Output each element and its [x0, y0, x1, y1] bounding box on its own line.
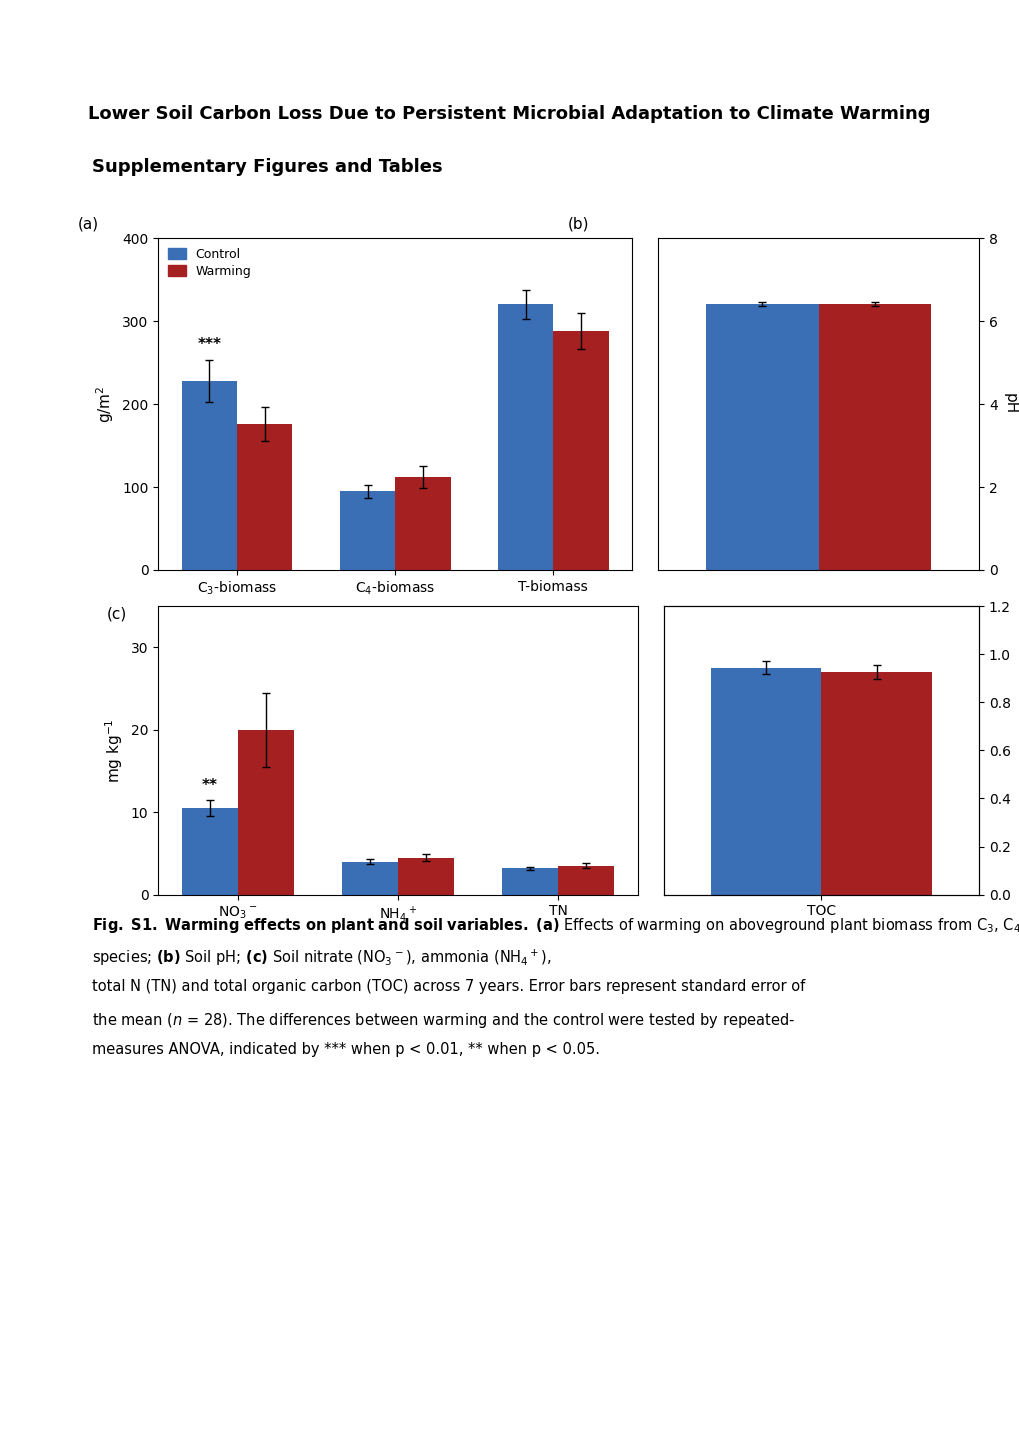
- Bar: [818, 303, 930, 570]
- Bar: [341, 861, 397, 895]
- Text: Lower Soil Carbon Loss Due to Persistent Microbial Adaptation to Climate Warming: Lower Soil Carbon Loss Due to Persistent…: [88, 105, 929, 123]
- Bar: [236, 424, 292, 570]
- Bar: [710, 668, 820, 895]
- Bar: [237, 730, 293, 895]
- Bar: [820, 672, 931, 895]
- Text: (a): (a): [77, 216, 99, 231]
- Bar: [395, 478, 450, 570]
- Bar: [339, 491, 395, 570]
- Bar: [557, 866, 613, 895]
- Bar: [552, 330, 608, 570]
- Text: Supplementary Figures and Tables: Supplementary Figures and Tables: [92, 159, 442, 176]
- Bar: [497, 304, 552, 570]
- Text: measures ANOVA, indicated by *** when p < 0.01, ** when p < 0.05.: measures ANOVA, indicated by *** when p …: [92, 1042, 599, 1058]
- Bar: [182, 808, 237, 895]
- Text: total N (TN) and total organic carbon (TOC) across 7 years. Error bars represent: total N (TN) and total organic carbon (T…: [92, 980, 804, 994]
- Legend: Control, Warming: Control, Warming: [164, 244, 255, 281]
- Bar: [181, 381, 236, 570]
- Bar: [501, 869, 557, 895]
- Y-axis label: mg kg$^{-1}$: mg kg$^{-1}$: [103, 719, 125, 782]
- Text: species; $\mathbf{(b)}$ Soil pH; $\mathbf{(c)}$ Soil nitrate (NO$_3$$^-$), ammon: species; $\mathbf{(b)}$ Soil pH; $\mathb…: [92, 948, 551, 968]
- Text: the mean ($n$ = 28). The differences between warming and the control were tested: the mean ($n$ = 28). The differences bet…: [92, 1012, 794, 1030]
- Y-axis label: g/m$^2$: g/m$^2$: [95, 385, 116, 423]
- Text: ***: ***: [198, 336, 221, 352]
- Text: $\mathbf{Fig.\ S1.\ Warming\ effects\ on\ plant\ and\ soil\ variables.}$ $\mathb: $\mathbf{Fig.\ S1.\ Warming\ effects\ on…: [92, 916, 1019, 935]
- Text: **: **: [202, 778, 218, 794]
- Bar: [705, 303, 818, 570]
- Y-axis label: %: %: [1014, 743, 1019, 758]
- Text: (c): (c): [107, 606, 127, 620]
- Text: (b): (b): [568, 216, 589, 231]
- Bar: [397, 857, 453, 895]
- Y-axis label: pH: pH: [1002, 394, 1016, 414]
